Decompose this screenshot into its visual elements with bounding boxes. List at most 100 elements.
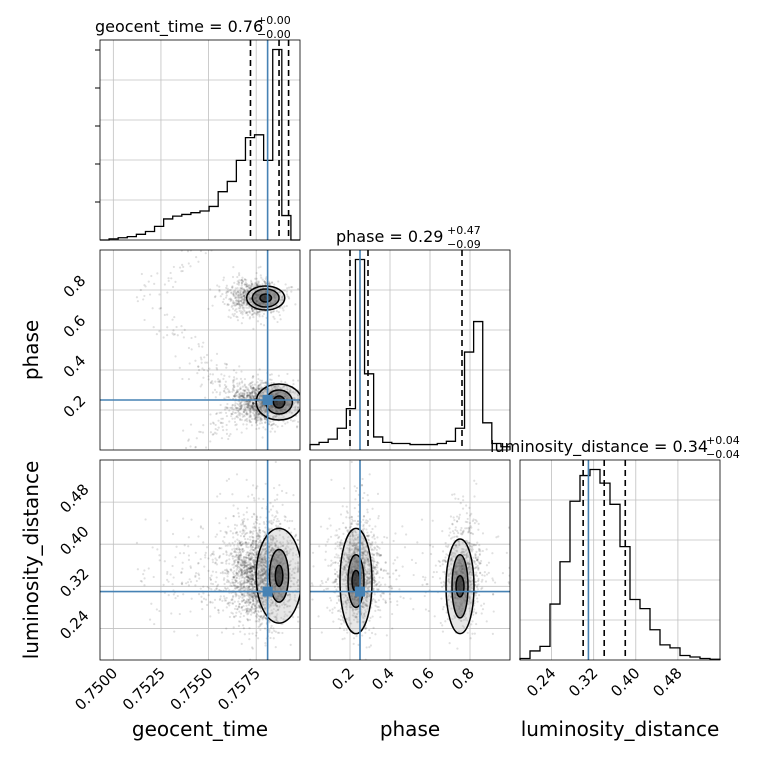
sample-point bbox=[231, 413, 234, 416]
sample-point bbox=[254, 609, 257, 613]
sample-point bbox=[171, 583, 174, 586]
sample-point bbox=[263, 544, 266, 547]
sample-point bbox=[259, 615, 262, 618]
sample-point bbox=[259, 418, 263, 421]
sample-point bbox=[289, 585, 292, 588]
sample-point bbox=[259, 561, 262, 564]
sample-point bbox=[278, 291, 281, 294]
sample-point bbox=[227, 525, 230, 528]
sample-point bbox=[210, 588, 213, 591]
sample-point bbox=[259, 401, 262, 405]
sample-point bbox=[264, 543, 267, 546]
sample-point bbox=[245, 609, 248, 612]
sample-point bbox=[250, 606, 254, 609]
sample-point bbox=[252, 578, 255, 582]
sample-point bbox=[275, 510, 278, 513]
sample-point bbox=[296, 394, 300, 397]
sample-point bbox=[268, 420, 271, 423]
sample-point bbox=[246, 310, 249, 314]
sample-point bbox=[256, 381, 259, 384]
sample-point bbox=[203, 565, 206, 568]
sample-point bbox=[202, 592, 205, 595]
sample-point bbox=[224, 386, 227, 389]
sample-point bbox=[263, 605, 266, 609]
sample-point bbox=[245, 291, 248, 294]
sample-point bbox=[259, 581, 262, 584]
sample-point bbox=[242, 531, 245, 534]
sample-point bbox=[247, 586, 250, 590]
sample-point bbox=[260, 385, 263, 388]
sample-point bbox=[269, 605, 272, 608]
sample-point bbox=[271, 547, 274, 550]
sample-point bbox=[296, 406, 300, 409]
sample-point bbox=[250, 569, 253, 572]
sample-point bbox=[242, 300, 245, 303]
sample-point bbox=[251, 646, 254, 649]
sample-point bbox=[226, 387, 229, 391]
sample-point bbox=[240, 606, 243, 610]
sample-point bbox=[259, 560, 263, 563]
sample-point bbox=[261, 407, 264, 410]
sample-point bbox=[249, 574, 252, 577]
sample-point bbox=[243, 289, 246, 292]
sample-point bbox=[285, 293, 289, 296]
sample-point bbox=[261, 278, 264, 281]
sample-point bbox=[289, 409, 292, 413]
sample-point bbox=[254, 388, 257, 391]
sample-point bbox=[243, 389, 247, 392]
sample-point bbox=[231, 563, 234, 566]
sample-point bbox=[259, 419, 262, 422]
sample-point bbox=[248, 551, 252, 554]
sample-point bbox=[225, 363, 228, 366]
sample-point bbox=[237, 290, 240, 293]
sample-point bbox=[252, 386, 255, 389]
sample-point bbox=[263, 406, 266, 409]
sample-point bbox=[240, 293, 243, 296]
sample-point bbox=[263, 603, 266, 606]
sample-point bbox=[222, 429, 225, 432]
sample-point bbox=[242, 535, 246, 538]
sample-point bbox=[240, 282, 243, 285]
sample-point bbox=[250, 592, 253, 595]
sample-point bbox=[279, 291, 282, 294]
sample-point bbox=[254, 281, 257, 284]
sample-point bbox=[218, 289, 221, 292]
sample-point bbox=[144, 285, 147, 288]
sample-point bbox=[252, 401, 255, 405]
sample-point bbox=[289, 387, 292, 390]
sample-point bbox=[219, 380, 222, 384]
sample-point bbox=[254, 559, 257, 562]
sample-point bbox=[241, 394, 244, 397]
sample-point bbox=[240, 297, 243, 300]
sample-point bbox=[209, 373, 212, 376]
sample-point bbox=[231, 602, 235, 605]
sample-point bbox=[241, 276, 244, 279]
sample-point bbox=[238, 383, 241, 386]
sample-point bbox=[247, 554, 250, 557]
sample-point bbox=[253, 390, 256, 393]
sample-point bbox=[241, 393, 244, 396]
sample-point bbox=[237, 512, 240, 515]
sample-point bbox=[245, 303, 249, 307]
sample-point bbox=[241, 298, 245, 301]
sample-point bbox=[236, 407, 239, 410]
sample-point bbox=[240, 295, 243, 299]
sample-point bbox=[153, 622, 156, 626]
sample-point bbox=[243, 293, 246, 297]
sample-point bbox=[258, 388, 261, 391]
sample-point bbox=[223, 383, 227, 387]
sample-point bbox=[257, 403, 260, 406]
sample-point bbox=[280, 489, 284, 493]
sample-point bbox=[256, 535, 259, 538]
sample-point bbox=[139, 579, 142, 583]
sample-point bbox=[247, 400, 250, 403]
sample-point bbox=[260, 276, 263, 279]
sample-point bbox=[250, 580, 253, 583]
sample-point bbox=[236, 315, 239, 319]
sample-point bbox=[255, 543, 258, 546]
sample-point bbox=[254, 634, 258, 637]
sample-point bbox=[204, 446, 208, 449]
sample-point bbox=[225, 363, 228, 366]
sample-point bbox=[241, 560, 244, 563]
sample-point bbox=[288, 593, 291, 596]
